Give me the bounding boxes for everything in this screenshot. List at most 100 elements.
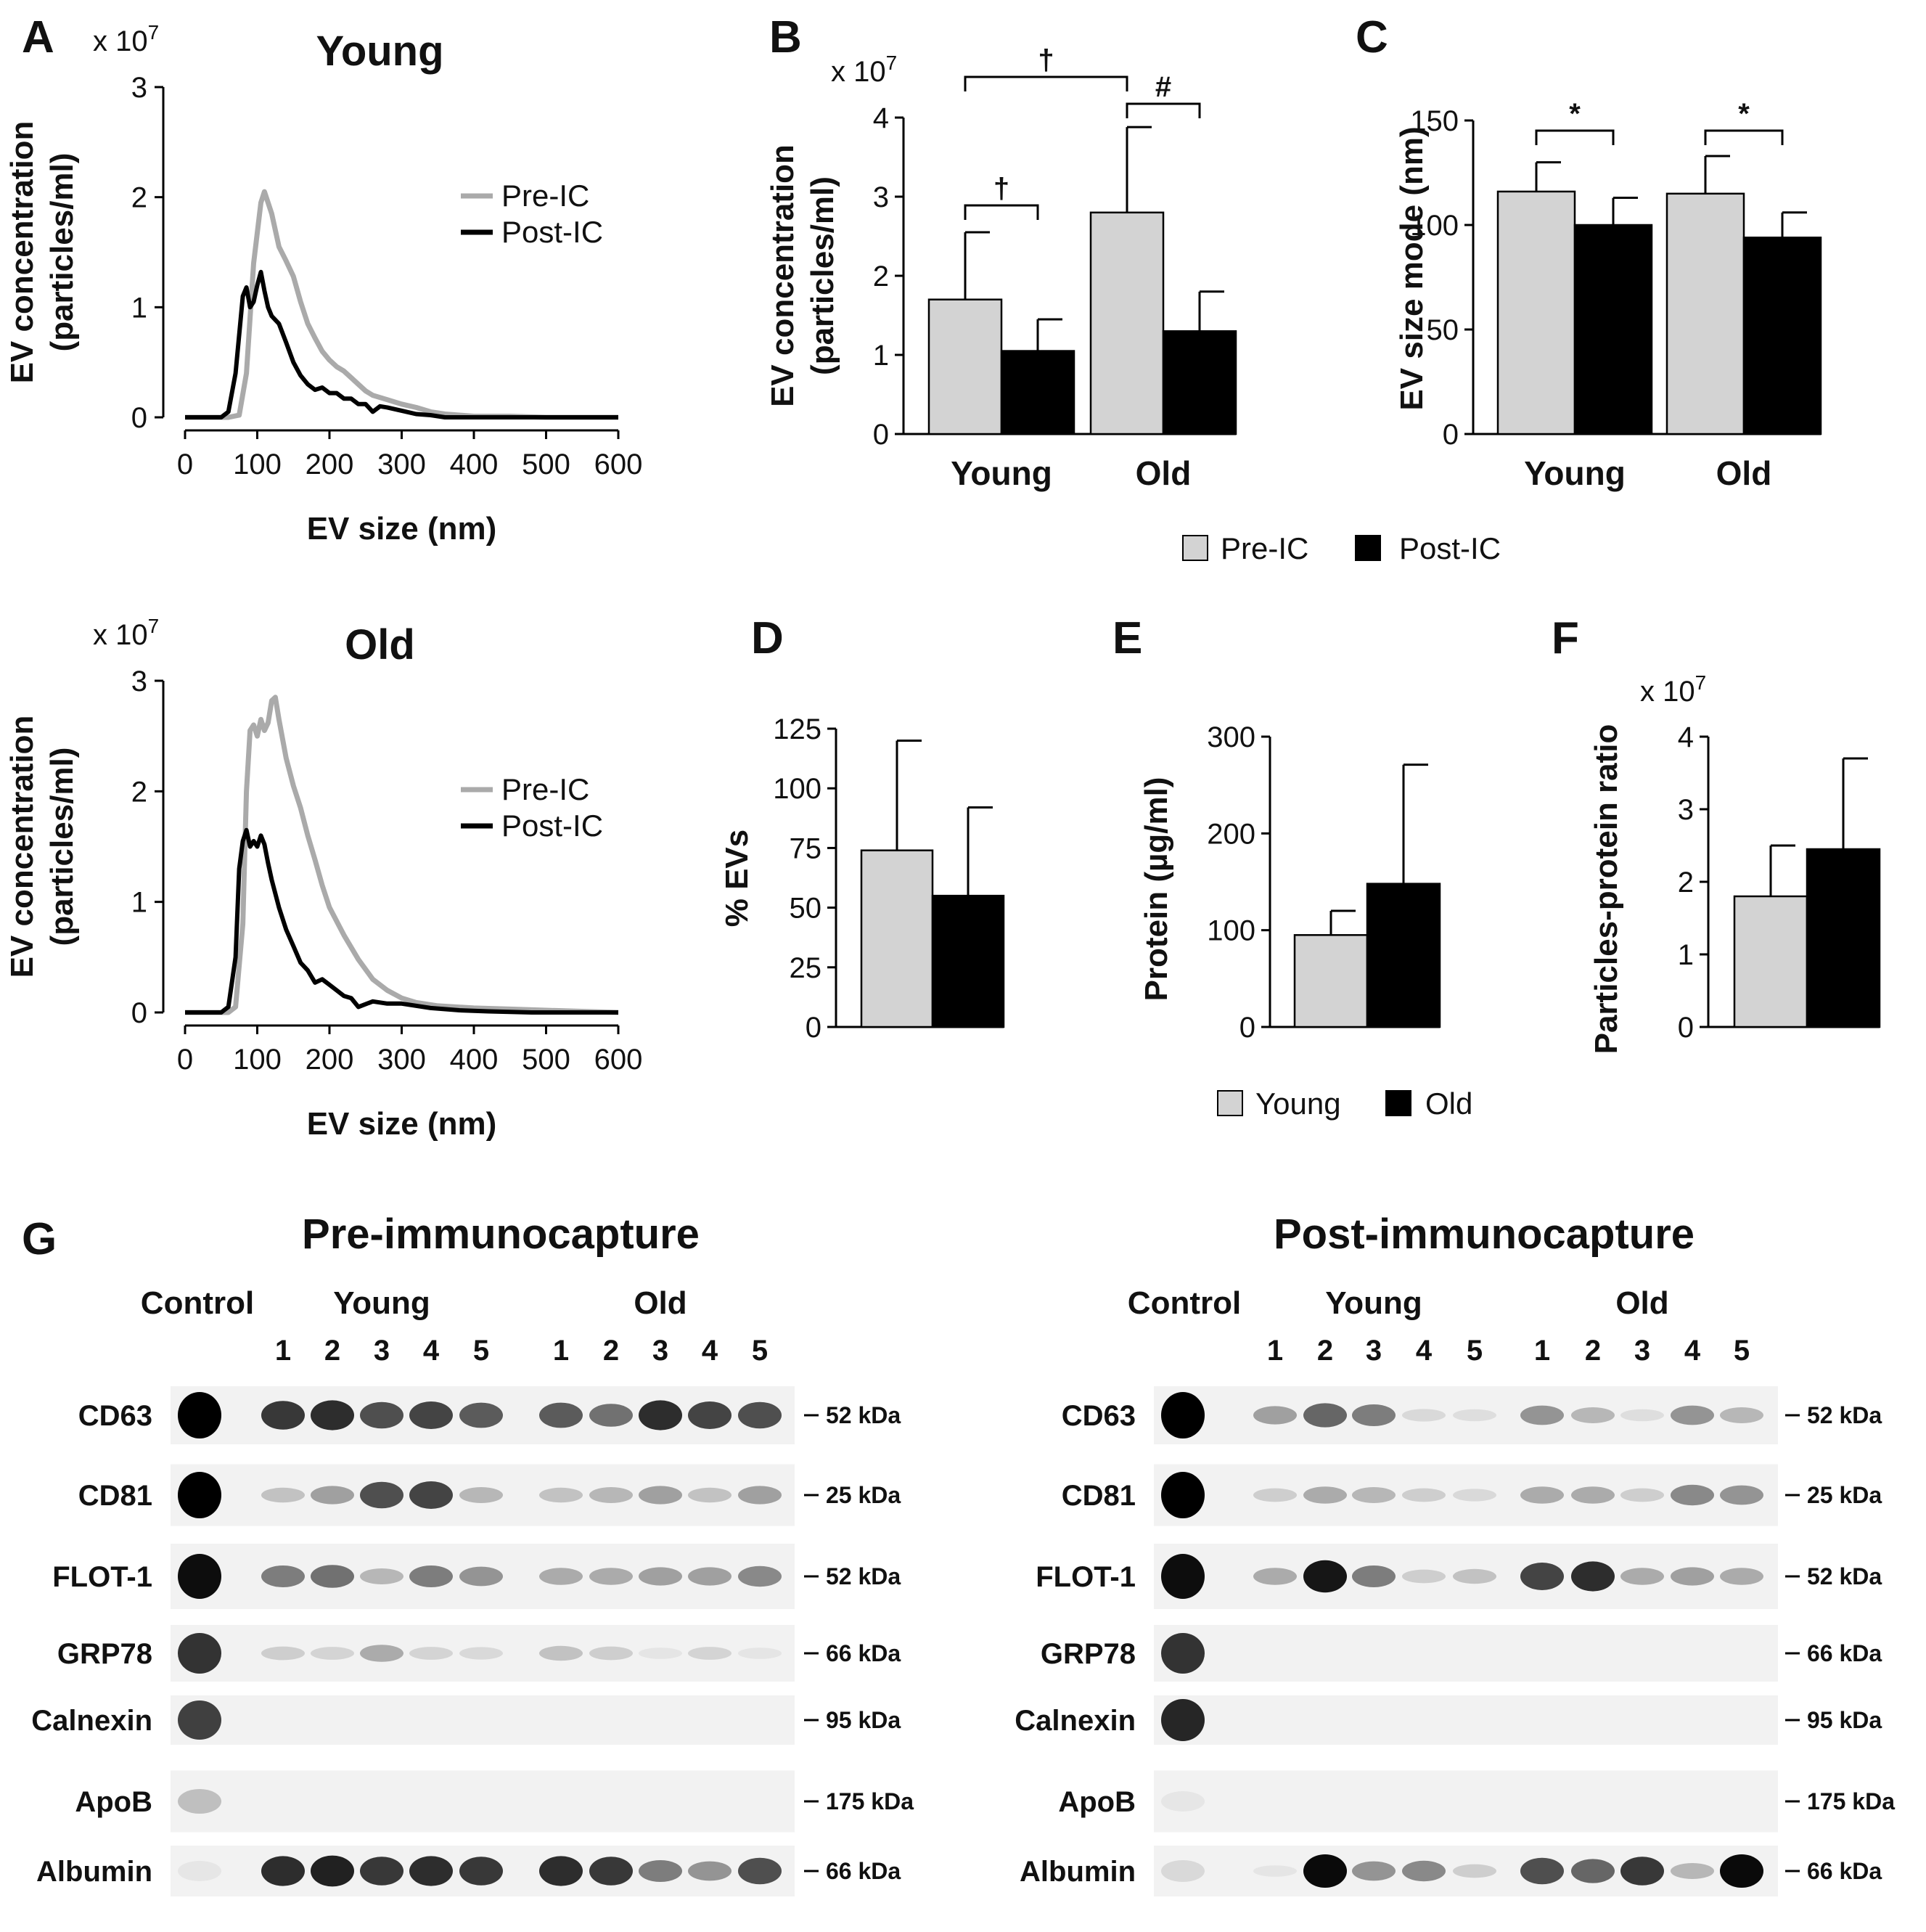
y-axis-label: EV concentration [4,716,40,978]
band-lane [1352,1565,1396,1587]
band-lane [688,1647,732,1660]
lane-number: 2 [1585,1335,1601,1367]
lane-number: 3 [374,1335,390,1367]
y-tick-label: 3 [131,72,147,104]
lane-number: 2 [1317,1335,1333,1367]
band-lane [1402,1569,1446,1584]
significance-mark: † [1038,44,1054,76]
band-lane [1620,1857,1664,1886]
band-lane [1520,1857,1564,1885]
y-axis-label: Protein (µg/ml) [1139,777,1174,1002]
y-tick-label: 4 [873,102,889,134]
legend-label: Post-IC [501,215,603,249]
band-control [178,1554,221,1599]
blot-strip [171,1695,795,1745]
band-lane [639,1567,682,1586]
lane-number: 1 [553,1335,569,1367]
x-tick-label: 500 [522,449,570,480]
protein-label: CD81 [78,1480,152,1512]
marker-kda: 25 kDa [1807,1482,1882,1508]
band-lane [1620,1568,1664,1585]
panel-letter-c: C [1356,12,1388,62]
marker-kda: 95 kDa [1807,1707,1882,1733]
legend-label-young: Young [1255,1086,1341,1121]
blot-strip [171,1770,795,1833]
legend-pre-post: Pre-IC Post-IC [1182,531,1501,565]
band-lane [409,1565,453,1587]
protein-label: FLOT-1 [1036,1561,1136,1593]
x-tick-label: 400 [450,1044,499,1076]
protein-label: ApoB [75,1786,152,1818]
y-tick-label: 2 [1678,867,1694,899]
marker-kda: 52 kDa [1807,1402,1882,1428]
band-control [178,1700,221,1740]
panel-letter-f: F [1552,613,1579,663]
band-lane [1620,1409,1664,1422]
bar-young [1733,895,1808,1028]
band-control [1161,1699,1205,1741]
band-lane [589,1487,633,1503]
y-tick-label: 50 [790,893,822,925]
band-lane [1520,1405,1564,1425]
band-lane [1453,1568,1496,1584]
x-tick-label: 500 [522,1044,570,1076]
significance-mark: # [1155,71,1171,103]
blot-strip [1154,1625,1778,1682]
y-tick-label: 25 [790,952,822,984]
panel-letter-a: A [22,12,54,62]
band-lane [360,1857,403,1886]
legend-label-pre-ic: Pre-IC [1221,531,1308,565]
marker-kda: 66 kDa [1807,1858,1882,1884]
band-lane [639,1400,682,1430]
band-lane [261,1401,305,1430]
band-lane [360,1401,403,1429]
band-lane [261,1487,305,1503]
y-tick-label: 3 [131,666,147,697]
blot-title: Post-immunocapture [1274,1211,1695,1258]
band-control [178,1392,221,1438]
x-category-label: Old [1716,454,1772,492]
y-axis-label: % EVs [719,830,755,928]
band-lane [1253,1406,1297,1425]
y-tick-label: 3 [1678,794,1694,826]
band-lane [1671,1405,1714,1425]
lane-number: 3 [1634,1335,1650,1367]
band-lane [459,1487,503,1503]
y-tick-label: 125 [773,713,821,745]
marker-kda: 66 kDa [1807,1640,1882,1666]
lane-number: 5 [752,1335,768,1367]
lane-number: 4 [702,1335,718,1367]
significance-bracket [1126,102,1201,118]
y-tick-label: 50 [1427,314,1459,346]
band-lane [738,1647,782,1659]
y-axis-label: EV concentration [4,121,40,384]
lane-number: 5 [1467,1335,1483,1367]
band-control [1161,1472,1205,1518]
band-lane [1402,1488,1446,1502]
band-lane [261,1565,305,1587]
legend-swatch-pre-ic [1182,535,1208,561]
bar-old-post-ic [1162,330,1237,435]
panel-d-chart: 0 25 50 75 100 125 % EVs [719,713,1005,1044]
band-lane [360,1481,403,1509]
y-tick-label: 2 [131,776,147,808]
panel-f-chart: 0 1 2 3 4 Particles-protein ratio x 107 [1589,671,1881,1054]
bar-young [860,849,934,1028]
bar-old-pre-ic [1665,192,1745,435]
blot-title: Pre-immunocapture [302,1211,700,1258]
y-tick-label: 0 [1443,419,1459,451]
axis-multiplier: x 107 [93,615,159,651]
lane-number: 4 [423,1335,440,1367]
protein-label: GRP78 [1041,1638,1136,1670]
axis-multiplier: x 107 [831,52,897,88]
significance-bracket [964,75,1128,91]
y-tick-label: 4 [1678,721,1694,753]
band-lane [589,1857,633,1886]
y-tick-label: 1 [1678,939,1694,971]
significance-bracket [1704,129,1784,145]
band-control [178,1861,221,1881]
series-line-post-ic [185,269,618,419]
series-line-pre-ic [185,695,619,1015]
lane-number: 1 [1267,1335,1283,1367]
